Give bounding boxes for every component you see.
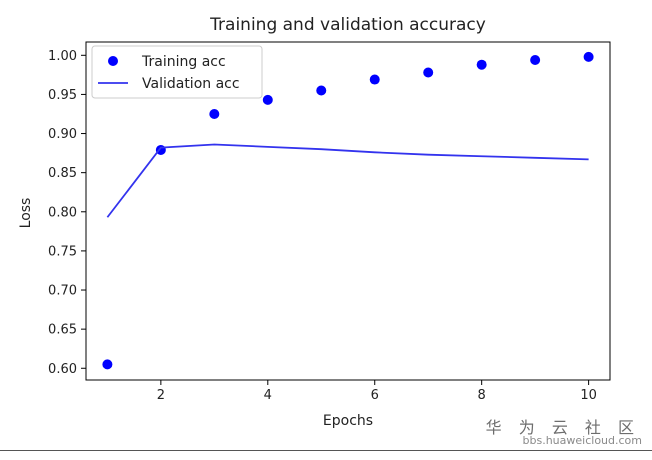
x-tick-label: 6 [371,388,379,403]
training-acc-point [262,94,273,105]
validation-acc-line [106,143,589,218]
training-acc-point [102,359,113,370]
training-acc-point [209,108,220,119]
legend-label: Validation acc [142,76,240,92]
legend-box [91,45,263,99]
y-tick-label: 0.75 [48,244,77,259]
watermark-name: 华 为 云 社 区 [485,418,640,437]
y-tick-label: 0.95 [48,88,77,103]
x-tick-label: 10 [580,388,597,403]
y-tick-label: 0.60 [48,362,77,377]
y-tick-label: 0.85 [48,166,77,181]
bottom-divider [0,450,652,451]
y-tick-label: 1.00 [48,49,77,64]
watermark-url: bbs.huaweicloud.com [522,434,642,447]
x-tick-label: 2 [157,388,165,403]
x-tick-label: 4 [264,388,272,403]
training-acc-point [316,85,327,96]
y-tick-label: 0.80 [48,205,77,220]
y-tick-label: 0.65 [48,323,77,338]
x-tick-label: 8 [478,388,486,403]
chart-title: Training and validation accuracy [209,15,486,35]
training-acc-point [476,59,487,70]
y-axis-label: Loss [18,198,34,229]
x-axis-label: Epochs [323,413,373,429]
training-acc-point [530,54,541,65]
legend-label: Training acc [141,54,226,70]
y-tick-label: 0.70 [48,284,77,299]
legend-point-swatch [108,56,118,66]
plot-frame [85,41,611,381]
training-acc-point [583,51,594,62]
training-acc-point [369,74,380,85]
y-tick-label: 0.90 [48,127,77,142]
training-acc-point [423,67,434,78]
